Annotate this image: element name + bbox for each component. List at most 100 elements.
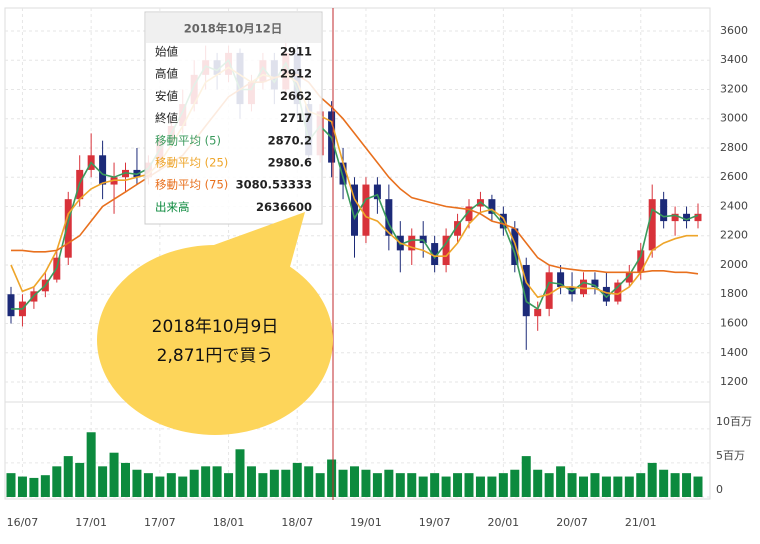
candle-body xyxy=(488,199,496,214)
tooltip: 2018年10月12日 始値 2911 高値 2912 安値 2662 終値 2717 移動平均… xyxy=(144,11,323,225)
tooltip-value: 2911 xyxy=(280,45,312,59)
volume-bar xyxy=(510,469,520,497)
callout-line: 2018年10月9日 xyxy=(152,317,279,337)
candle-body xyxy=(648,199,656,251)
tooltip-label: 移動平均 (75) xyxy=(155,178,228,192)
x-tick-label: 16/07 xyxy=(7,516,39,529)
x-tick-label: 18/07 xyxy=(281,516,313,529)
volume-bar xyxy=(544,473,554,497)
volume-bar xyxy=(269,469,279,497)
candle-body xyxy=(637,250,645,273)
volume-bar xyxy=(682,473,692,497)
volume-bar xyxy=(201,466,211,497)
y-tick-label: 1200 xyxy=(720,375,748,388)
candle-body xyxy=(351,184,358,236)
tooltip-value: 2980.6 xyxy=(268,156,312,170)
x-tick-label: 17/07 xyxy=(144,516,176,529)
callout-bubble xyxy=(97,245,333,435)
volume-bar xyxy=(292,462,302,497)
volume-bar xyxy=(224,473,234,497)
volume-bar xyxy=(441,476,451,497)
y-tick-label: 3600 xyxy=(720,24,748,37)
candle-body xyxy=(385,199,393,236)
candle-body xyxy=(557,272,565,287)
volume-bar xyxy=(453,473,463,497)
volume-bar xyxy=(121,462,130,497)
candle-body xyxy=(339,162,347,185)
volume-bar xyxy=(29,477,39,497)
volume-bar xyxy=(567,473,577,497)
y-tick-label: 2000 xyxy=(720,258,748,271)
candle-body xyxy=(64,199,72,258)
volume-bar xyxy=(395,473,405,497)
volume-bar xyxy=(315,473,325,497)
volume-bar xyxy=(624,476,634,497)
callout-line: 2,871円で買う xyxy=(157,346,274,366)
candle-body xyxy=(683,213,691,222)
x-tick-label: 20/01 xyxy=(487,516,519,529)
y-tick-label: 3200 xyxy=(720,82,748,95)
candle-body xyxy=(465,206,473,222)
volume-bar xyxy=(178,476,188,497)
plot-frame xyxy=(4,7,711,500)
x-tick-label: 19/07 xyxy=(419,516,451,529)
tooltip-label: 始値 xyxy=(155,45,178,59)
moving-average-line xyxy=(10,66,698,299)
volume-tick-label: 10百万 xyxy=(716,415,752,428)
volume-bar xyxy=(63,456,73,497)
volume-bar xyxy=(533,469,543,497)
volume-bar xyxy=(636,473,646,497)
volume-bar xyxy=(132,469,142,497)
volume-bar xyxy=(372,473,382,497)
volume-bar xyxy=(143,473,153,497)
volume-bar xyxy=(418,476,428,497)
volume-bar xyxy=(579,476,588,497)
y-tick-label: 1400 xyxy=(720,346,748,359)
candle-body xyxy=(522,264,530,317)
volume-bar xyxy=(670,473,680,497)
candle-body xyxy=(373,184,381,200)
volume-bar xyxy=(98,466,108,497)
candle-body xyxy=(660,199,668,222)
volume-tick-label: 0 xyxy=(716,483,723,496)
volume-bar xyxy=(407,473,417,497)
tooltip-label: 高値 xyxy=(155,67,178,81)
volume-bar xyxy=(338,469,348,497)
volume-bar xyxy=(613,476,623,497)
volume-bar xyxy=(6,473,16,497)
moving-average-line xyxy=(11,74,699,275)
tooltip-header xyxy=(146,13,321,43)
candle-body xyxy=(545,272,553,309)
volume-bar xyxy=(212,466,222,497)
volume-bar xyxy=(304,466,314,497)
candle-body xyxy=(362,184,370,236)
volume-bar xyxy=(52,466,62,497)
tooltip-label: 移動平均 (25) xyxy=(155,156,228,170)
volume-bar xyxy=(659,469,669,497)
x-tick-label: 17/01 xyxy=(75,516,107,529)
y-tick-label: 3400 xyxy=(720,53,748,66)
volume-bar xyxy=(521,456,531,497)
volume-bar xyxy=(430,473,440,497)
y-tick-label: 3000 xyxy=(720,112,748,125)
tooltip-label: 安値 xyxy=(155,89,178,103)
candle-body xyxy=(694,213,702,222)
tooltip-label: 移動平均 (5) xyxy=(155,133,221,147)
y-tick-label: 2400 xyxy=(720,199,748,212)
y-tick-label: 2600 xyxy=(720,170,748,183)
y-tick-label: 1600 xyxy=(720,317,748,330)
volume-tick-label: 5百万 xyxy=(716,449,745,462)
volume-bar xyxy=(384,469,394,497)
x-tick-label: 19/01 xyxy=(350,516,382,529)
y-tick-label: 1800 xyxy=(720,287,748,300)
candle-body xyxy=(511,228,519,265)
tooltip-value: 2717 xyxy=(280,111,312,125)
candle-body xyxy=(431,243,439,265)
volume-bar xyxy=(693,476,703,497)
volume-bar xyxy=(40,475,50,497)
candle-body xyxy=(625,272,633,283)
candle-body xyxy=(7,294,15,317)
moving-average-line xyxy=(11,58,699,311)
candle-body xyxy=(499,213,507,229)
